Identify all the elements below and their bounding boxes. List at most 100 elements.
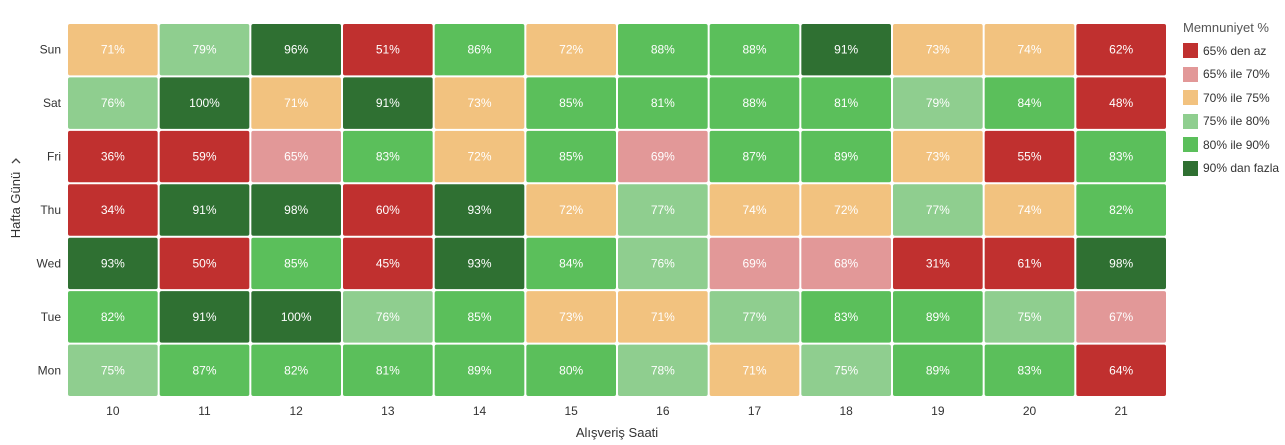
heatmap-cell[interactable] (618, 344, 708, 396)
heatmap-cell[interactable] (251, 130, 341, 183)
heatmap-cell[interactable] (68, 184, 158, 236)
cell-value-label: 87% (192, 363, 216, 377)
legend-item[interactable]: 65% den az (1183, 39, 1283, 63)
heatmap-cell[interactable] (709, 291, 800, 343)
heatmap-cell[interactable] (893, 184, 983, 236)
heatmap-cell[interactable] (68, 291, 158, 343)
heatmap-cell[interactable] (801, 344, 891, 396)
heatmap-cell[interactable] (526, 344, 616, 396)
x-tick-label: 12 (289, 404, 303, 418)
legend-item[interactable]: 75% ile 80% (1183, 110, 1283, 134)
heatmap-cell[interactable] (343, 344, 433, 396)
heatmap-cell[interactable] (801, 237, 891, 290)
heatmap-cell[interactable] (1076, 130, 1166, 183)
heatmap-cell[interactable] (251, 77, 341, 129)
heatmap-cell[interactable] (893, 77, 983, 129)
heatmap-cell[interactable] (343, 24, 433, 76)
heatmap-cell[interactable] (618, 291, 708, 343)
heatmap-cell[interactable] (526, 77, 616, 129)
cell-value-label: 91% (192, 203, 216, 217)
heatmap-cell[interactable] (434, 77, 525, 129)
chevron-down-icon[interactable] (11, 158, 21, 164)
heatmap-cell[interactable] (1076, 344, 1166, 396)
heatmap-cell[interactable] (159, 291, 250, 343)
heatmap-cell[interactable] (526, 291, 616, 343)
legend-item[interactable]: 70% ile 75% (1183, 86, 1283, 110)
heatmap-cell[interactable] (984, 291, 1075, 343)
heatmap-cell[interactable] (159, 237, 250, 290)
heatmap-cell[interactable] (159, 344, 250, 396)
heatmap-cell[interactable] (343, 130, 433, 183)
heatmap-cell[interactable] (159, 130, 250, 183)
heatmap-cell[interactable] (893, 344, 983, 396)
heatmap-cell[interactable] (434, 184, 525, 236)
heatmap-cell[interactable] (434, 130, 525, 183)
cell-value-label: 91% (376, 96, 400, 110)
heatmap-cell[interactable] (251, 291, 341, 343)
heatmap-cell[interactable] (68, 77, 158, 129)
heatmap-cell[interactable] (1076, 77, 1166, 129)
heatmap-cell[interactable] (893, 237, 983, 290)
heatmap-cell[interactable] (526, 184, 616, 236)
heatmap-cell[interactable] (434, 291, 525, 343)
legend-label: 75% ile 80% (1203, 114, 1270, 129)
heatmap-cell[interactable] (251, 184, 341, 236)
heatmap-cell[interactable] (893, 291, 983, 343)
legend-item[interactable]: 80% ile 90% (1183, 133, 1283, 157)
heatmap-cell[interactable] (1076, 237, 1166, 290)
heatmap-cell[interactable] (893, 24, 983, 76)
heatmap-cell[interactable] (984, 24, 1075, 76)
heatmap-cell[interactable] (343, 77, 433, 129)
heatmap-cell[interactable] (709, 130, 800, 183)
heatmap-cell[interactable] (618, 130, 708, 183)
heatmap-cell[interactable] (1076, 24, 1166, 76)
heatmap-cell[interactable] (434, 344, 525, 396)
heatmap-cell[interactable] (343, 291, 433, 343)
heatmap-cell[interactable] (1076, 184, 1166, 236)
heatmap-cell[interactable] (68, 344, 158, 396)
heatmap-cell[interactable] (434, 24, 525, 76)
heatmap-cell[interactable] (709, 184, 800, 236)
heatmap-cell[interactable] (251, 24, 341, 76)
heatmap-cell[interactable] (251, 344, 341, 396)
heatmap-cell[interactable] (984, 184, 1075, 236)
heatmap-cell[interactable] (526, 130, 616, 183)
heatmap-cell[interactable] (343, 237, 433, 290)
heatmap-cell[interactable] (618, 24, 708, 76)
heatmap-cell[interactable] (159, 184, 250, 236)
heatmap-cell[interactable] (984, 130, 1075, 183)
y-axis-title-group[interactable]: Hafta Günü (8, 158, 23, 238)
heatmap-cell[interactable] (1076, 291, 1166, 343)
heatmap-cell[interactable] (801, 291, 891, 343)
heatmap-cell[interactable] (159, 77, 250, 129)
heatmap-cell[interactable] (801, 24, 891, 76)
heatmap-cell[interactable] (801, 77, 891, 129)
heatmap-cell[interactable] (526, 24, 616, 76)
heatmap-cell[interactable] (709, 237, 800, 290)
heatmap-cell[interactable] (709, 344, 800, 396)
legend-item[interactable]: 90% dan fazla (1183, 157, 1283, 181)
heatmap-cell[interactable] (526, 237, 616, 290)
heatmap-cell[interactable] (434, 237, 525, 290)
heatmap-cell[interactable] (801, 184, 891, 236)
heatmap-cell[interactable] (618, 77, 708, 129)
heatmap-cell[interactable] (251, 237, 341, 290)
heatmap-cell[interactable] (709, 77, 800, 129)
heatmap-cell[interactable] (618, 184, 708, 236)
heatmap-cell[interactable] (68, 24, 158, 76)
cell-value-label: 83% (376, 150, 400, 164)
legend-item[interactable]: 65% ile 70% (1183, 63, 1283, 87)
heatmap-cell[interactable] (801, 130, 891, 183)
heatmap-cell[interactable] (984, 77, 1075, 129)
heatmap-cell[interactable] (618, 237, 708, 290)
heatmap-cell[interactable] (984, 344, 1075, 396)
heatmap-cell[interactable] (68, 130, 158, 183)
heatmap-cell[interactable] (343, 184, 433, 236)
heatmap-cell[interactable] (159, 24, 250, 76)
heatmap-cell[interactable] (893, 130, 983, 183)
heatmap-cell[interactable] (984, 237, 1075, 290)
y-tick-label: Wed (37, 256, 61, 270)
heatmap-cell[interactable] (68, 237, 158, 290)
cell-value-label: 98% (284, 203, 308, 217)
heatmap-cell[interactable] (709, 24, 800, 76)
